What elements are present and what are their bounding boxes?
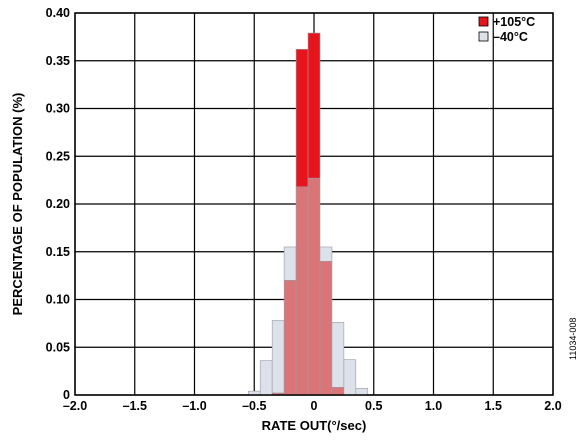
y-tick-label: 0.30 — [46, 102, 70, 116]
y-tick-label: 0 — [63, 388, 70, 402]
histogram-bars — [247, 32, 369, 396]
histogram-bar-overlap — [319, 260, 333, 396]
y-tick-label: 0.35 — [46, 54, 70, 68]
legend-label: –40°C — [493, 30, 528, 44]
legend-label: +105°C — [493, 15, 535, 29]
histogram-bar — [295, 48, 309, 188]
histogram-bar — [331, 322, 345, 388]
histogram-bar-overlap — [331, 387, 345, 396]
histogram-bar — [271, 320, 285, 394]
y-tick-label: 0.15 — [46, 245, 70, 259]
y-axis-ticks: 0 0.05 0.10 0.15 0.20 0.25 0.30 0.35 0.40 — [46, 6, 70, 402]
y-tick-label: 0.25 — [46, 149, 70, 163]
x-tick-label: –0.5 — [242, 399, 266, 413]
x-tick-label: 1.0 — [425, 399, 442, 413]
y-axis-title: PERCENTAGE OF POPULATION (%) — [10, 93, 25, 316]
histogram-bar-overlap — [283, 280, 297, 396]
x-tick-label: 0 — [311, 399, 318, 413]
legend-swatch — [478, 31, 489, 42]
x-tick-label: 0.5 — [365, 399, 382, 413]
histogram-bar — [319, 246, 333, 262]
x-axis-ticks: –2.0 –1.5 –1.0 –0.5 0 0.5 1.0 1.5 2.0 — [63, 399, 562, 413]
y-tick-label: 0.40 — [46, 6, 70, 20]
x-axis-title: RATE OUT(°/sec) — [262, 418, 367, 433]
y-tick-label: 0.05 — [46, 340, 70, 354]
x-tick-label: –2.0 — [63, 399, 87, 413]
legend: +105°C–40°C — [478, 15, 535, 44]
plot-frame — [74, 12, 554, 396]
y-tick-label: 0.10 — [46, 293, 70, 307]
x-tick-label: –1.0 — [182, 399, 206, 413]
figure-id: 11034-008 — [568, 317, 578, 360]
legend-swatch — [478, 16, 489, 27]
x-tick-label: –1.5 — [123, 399, 147, 413]
y-tick-label: 0.20 — [46, 197, 70, 211]
histogram-bar — [307, 32, 321, 179]
x-tick-label: 2.0 — [544, 399, 561, 413]
histogram-bar — [343, 359, 357, 396]
histogram-bar — [355, 388, 369, 396]
histogram-bar — [283, 246, 297, 281]
histogram-bar-overlap — [307, 177, 321, 396]
histogram-bar — [259, 360, 273, 396]
x-tick-label: 1.5 — [485, 399, 502, 413]
histogram-bar-overlap — [295, 186, 309, 396]
